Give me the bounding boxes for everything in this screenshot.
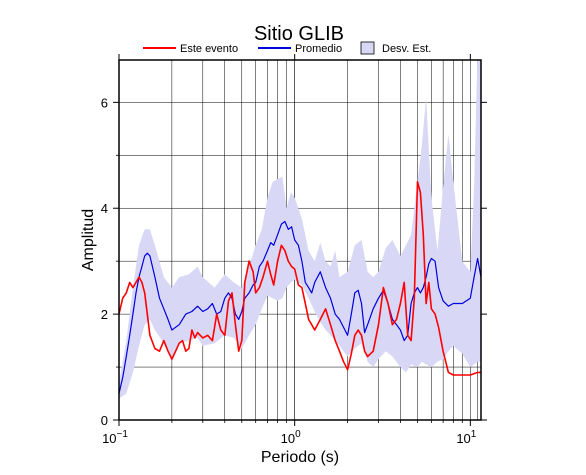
x-axis-label: Periodo (s) [261,449,339,466]
x-tick-label: 100 [281,429,301,446]
y-tick-label: 6 [101,95,108,110]
legend-label-band: Desv. Est. [382,43,431,55]
x-tick-label: 101 [456,429,476,446]
chart-title: Sitio GLIB [254,23,344,45]
series-line-event [119,181,481,376]
plot-frame [118,59,482,421]
y-tick-label: 4 [101,201,108,216]
y-tick-label: 0 [101,413,108,428]
series-line-mean [119,220,481,394]
legend-swatch-band [360,41,375,55]
legend: Este evento Promedio Desv. Est. [143,41,431,55]
legend-label-event: Este evento [180,43,238,55]
axes: 10−1 100 101 0 2 4 6 [101,54,487,446]
plot-area [119,60,481,399]
legend-label-mean: Promedio [295,43,342,55]
series-band-std-dev [119,60,481,399]
y-tick-label: 2 [101,307,108,322]
x-tick-label: 10−1 [102,429,128,446]
y-axis-label: Amplitud [80,209,97,271]
